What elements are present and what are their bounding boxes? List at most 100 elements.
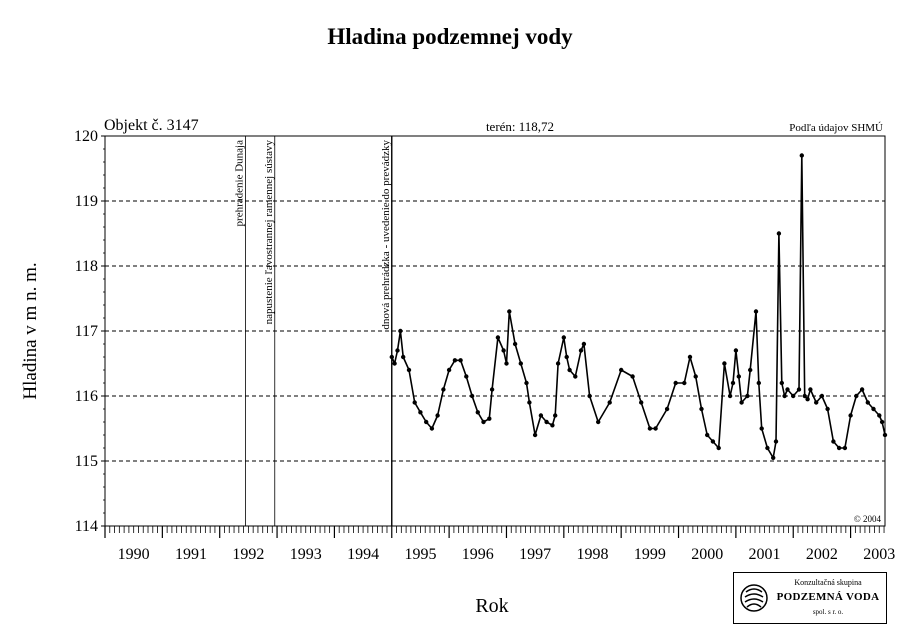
data-point [653, 426, 658, 431]
data-point [489, 387, 495, 392]
data-point [392, 361, 397, 366]
data-point [639, 400, 644, 405]
x-tick-label: 1994 [347, 546, 379, 563]
data-point [882, 432, 888, 438]
data-point [630, 374, 635, 379]
data-point [825, 406, 830, 412]
data-point [429, 426, 435, 431]
x-tick-label: 1990 [118, 546, 150, 563]
y-tick-label: 120 [74, 128, 98, 145]
data-point [578, 348, 584, 353]
y-axis-label: Hladina v m n. m. [20, 262, 41, 399]
data-point [435, 413, 440, 418]
data-point [512, 341, 518, 347]
data-point [831, 439, 836, 444]
data-point [699, 406, 704, 412]
data-point [469, 393, 475, 399]
data-point [739, 400, 744, 405]
data-point [524, 380, 529, 386]
data-point [412, 400, 417, 405]
data-point [842, 445, 848, 451]
data-point [859, 387, 865, 392]
data-point [487, 416, 492, 421]
data-point [647, 426, 653, 431]
data-point [759, 426, 764, 431]
data-point [773, 439, 779, 444]
data-point [748, 367, 753, 373]
x-tick-label: 1998 [577, 546, 609, 563]
data-point [865, 400, 870, 405]
data-point [538, 413, 544, 418]
data-point [507, 309, 512, 314]
data-point [733, 348, 739, 353]
data-point [805, 397, 810, 402]
data-point [673, 380, 678, 386]
x-tick-label: 2002 [806, 546, 838, 563]
data-point [518, 361, 523, 366]
x-tick-label: 1992 [232, 546, 264, 563]
data-point [854, 393, 859, 399]
data-point [791, 393, 796, 399]
x-tick-label: 1993 [290, 546, 322, 563]
data-point [607, 400, 612, 405]
data-point [705, 432, 710, 438]
data-point [441, 387, 446, 392]
data-point [802, 393, 807, 399]
y-tick-label: 119 [75, 193, 98, 210]
data-point [596, 419, 601, 425]
data-point [418, 410, 423, 415]
data-point [550, 423, 555, 428]
data-point [619, 367, 624, 373]
plot-frame [104, 135, 886, 527]
data-point [581, 341, 587, 347]
logo-line-2: PODZEMNÁ VODA [776, 591, 880, 603]
y-tick-label: 114 [75, 518, 98, 535]
x-tick-label: 2000 [691, 546, 723, 563]
data-point [756, 380, 761, 386]
data-point [544, 419, 549, 425]
data-point [682, 380, 687, 386]
data-point [785, 387, 790, 392]
y-axis: 114 115 116 117 118 119 120 [74, 128, 105, 535]
event-label: dnová prehrádzka - uvedenie do prevádzky [380, 140, 392, 330]
data-point [736, 374, 741, 379]
data-series [389, 153, 888, 460]
data-point [398, 328, 403, 334]
data-point [406, 367, 412, 373]
event-label: prehradenie Dunaja [234, 140, 246, 227]
data-point [782, 393, 787, 399]
data-point [501, 348, 506, 353]
data-point [458, 358, 463, 363]
data-point [687, 354, 693, 360]
data-point [395, 348, 400, 353]
source-label: Podľa údajov SHMÚ [789, 122, 883, 134]
data-point [819, 393, 825, 399]
data-point [424, 419, 429, 425]
data-point [587, 393, 592, 399]
object-label: Objekt č. 3147 [104, 117, 199, 134]
x-tick-label: 2001 [749, 546, 781, 563]
data-point [504, 361, 509, 366]
data-point [753, 309, 759, 314]
data-point [879, 419, 885, 425]
data-point [561, 335, 566, 340]
data-point [573, 374, 578, 379]
terrain-label: terén: 118,72 [486, 119, 554, 134]
data-point [401, 354, 406, 360]
data-point [814, 400, 819, 405]
copyright-label: © 2004 [854, 514, 882, 524]
data-point [776, 231, 782, 236]
x-axis: 1990 1991 1992 1993 1994 1995 1996 1997 1998 1999… [104, 526, 895, 563]
data-point [727, 393, 733, 399]
data-point [871, 406, 876, 412]
data-point [877, 413, 882, 418]
data-point [495, 335, 501, 340]
x-axis-label: Rok [475, 595, 508, 617]
data-point [564, 354, 569, 360]
data-point [779, 380, 784, 386]
data-point [745, 393, 750, 399]
data-point [446, 367, 452, 373]
logo-line-3: spol. s r. o. [812, 608, 844, 616]
grid-lines [105, 200, 885, 462]
